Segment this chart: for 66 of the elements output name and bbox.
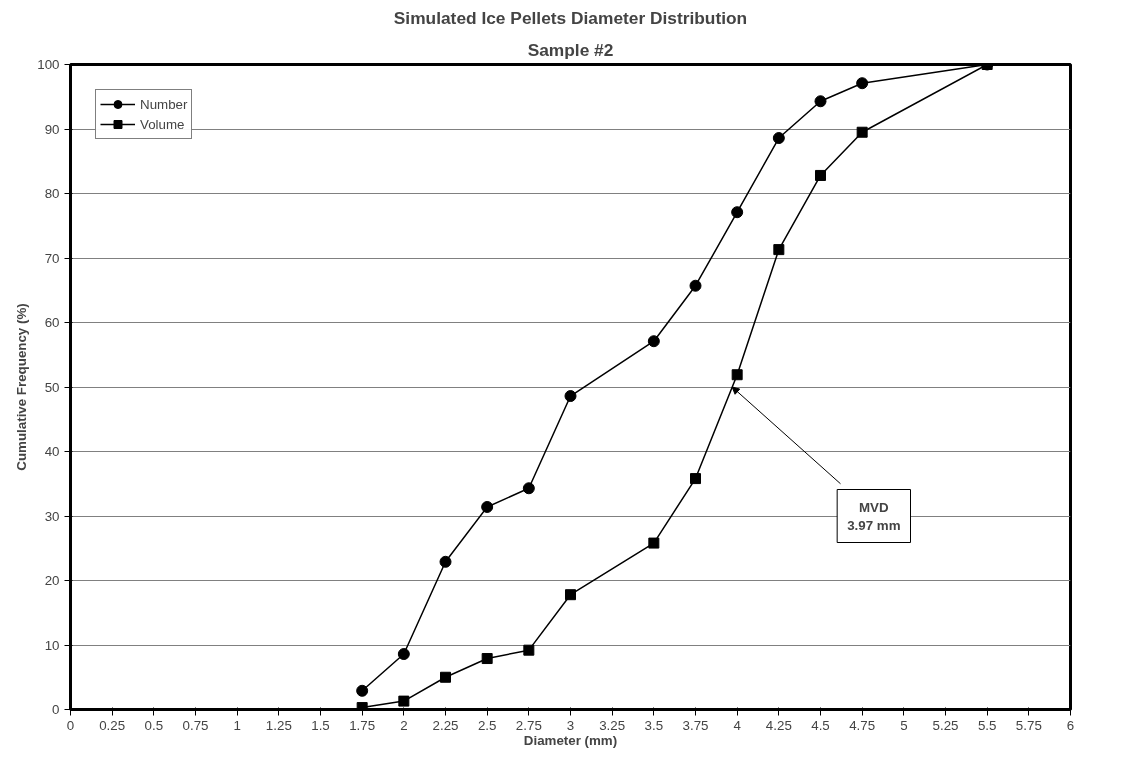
chart-title: Simulated Ice Pellets Diameter Distribution	[393, 7, 748, 28]
y-tick-label: 100	[37, 57, 60, 72]
y-tick-label: 90	[44, 121, 60, 137]
point	[690, 473, 701, 485]
chart-subtitle: Sample #2	[527, 39, 614, 60]
y-axis-title: Cumulative Frequency (%)	[14, 303, 30, 471]
point	[565, 589, 576, 601]
point	[439, 555, 452, 568]
x-tick-label: 1.75	[349, 717, 376, 733]
y-tick-label: 60	[44, 315, 60, 330]
point	[731, 369, 743, 381]
x-tick-label: 4.75	[849, 717, 876, 733]
x-tick-label: 3	[566, 717, 575, 733]
y-tick-label: 10	[44, 637, 60, 653]
x-tick-label: 0.75	[182, 717, 209, 733]
legend-label: Number	[140, 96, 188, 112]
x-tick-label: 6	[1066, 717, 1075, 733]
point	[356, 684, 369, 697]
point	[522, 482, 535, 495]
x-tick-label: 3.5	[644, 717, 664, 733]
x-tick-label: 3.25	[599, 717, 626, 733]
x-tick-label: 0	[66, 717, 75, 733]
y-tick-label: 20	[44, 573, 60, 588]
point	[773, 244, 785, 256]
point	[814, 95, 827, 108]
annotation: MVD 3.97 mm	[847, 499, 901, 533]
x-tick-label: 3.75	[682, 717, 709, 733]
x-tick-label: 1.5	[311, 717, 330, 733]
point	[689, 279, 702, 292]
y-tick-label: 80	[44, 186, 60, 201]
x-tick-label: 5.25	[932, 717, 959, 733]
point	[856, 126, 868, 138]
x-tick-label: 2.5	[477, 717, 497, 733]
point	[815, 169, 826, 181]
x-axis-title: Diameter (mm)	[523, 732, 618, 748]
x-tick-label: 5.5	[977, 717, 997, 733]
y-tick-label: 70	[44, 250, 60, 266]
point	[648, 537, 660, 549]
point	[440, 671, 451, 683]
point	[647, 335, 660, 348]
x-tick-label: 5	[900, 717, 908, 733]
y-tick-label: 50	[44, 379, 60, 395]
x-tick-label: 0.5	[144, 717, 164, 733]
legend-label: Volume	[140, 116, 185, 132]
point	[772, 132, 785, 145]
x-tick-label: 1.25	[265, 717, 292, 733]
x-tick-label: 5.75	[1015, 717, 1042, 733]
x-tick-label: 4.25	[765, 717, 792, 733]
x-tick-label: 4.5	[811, 717, 830, 733]
point	[523, 644, 535, 656]
x-tick-label: 2.25	[432, 717, 459, 733]
x-tick-label: 2.75	[515, 717, 542, 733]
point	[856, 77, 869, 90]
x-tick-label: 4	[733, 717, 742, 733]
point	[481, 653, 493, 665]
point	[481, 500, 494, 513]
x-tick-label: 2	[400, 717, 408, 733]
point	[397, 648, 410, 661]
x-tick-label: 1	[233, 717, 241, 733]
point	[564, 390, 577, 403]
point	[398, 695, 410, 707]
x-tick-label: 0.25	[99, 717, 126, 733]
y-tick-label: 30	[44, 508, 60, 524]
y-tick-label: 40	[44, 444, 60, 459]
point	[731, 206, 744, 219]
y-tick-label: 0	[52, 702, 60, 717]
